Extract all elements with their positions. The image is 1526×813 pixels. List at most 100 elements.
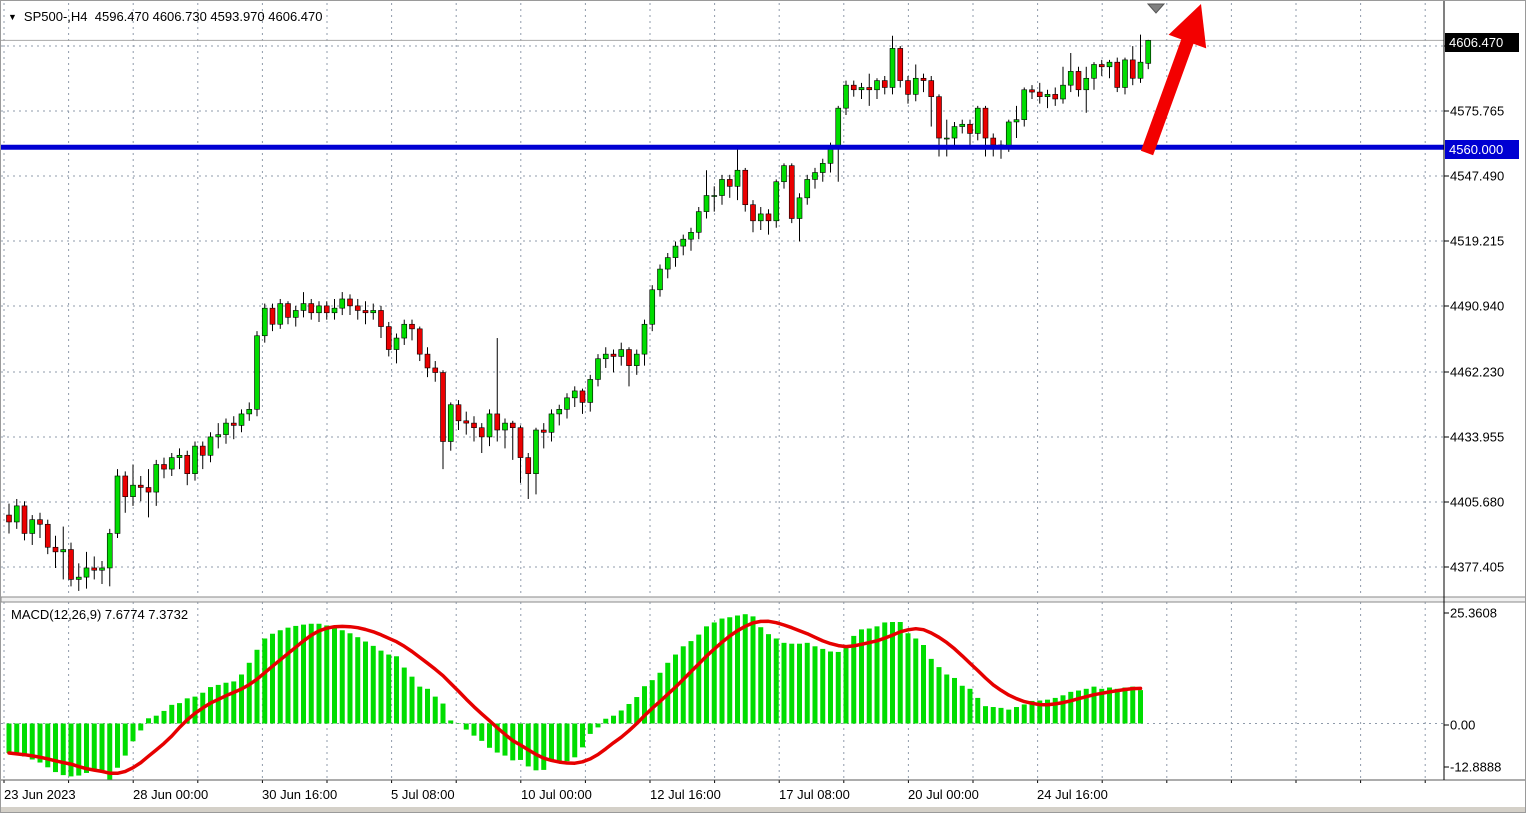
- bear-candle: [509, 422, 516, 429]
- bear-candle: [137, 484, 144, 488]
- chart-shift-marker-icon[interactable]: [1146, 3, 1166, 14]
- bear-candle: [285, 303, 291, 318]
- bear-candle: [982, 107, 989, 139]
- bull-candle: [812, 172, 818, 180]
- macd-histogram-bar: [758, 627, 764, 724]
- bear-candle: [765, 213, 772, 222]
- bear-candle: [145, 487, 152, 493]
- bull-candle: [99, 567, 105, 571]
- bear-candle: [432, 367, 439, 373]
- bear-candle: [378, 310, 384, 327]
- macd-histogram-bar: [820, 648, 826, 724]
- bear-candle: [881, 80, 888, 88]
- macd-histogram-bar: [882, 622, 888, 724]
- bear-candle: [199, 445, 206, 456]
- macd-histogram-bar: [68, 723, 74, 777]
- macd-histogram-bar: [99, 723, 105, 771]
- macd-histogram-bar: [727, 617, 733, 724]
- macd-histogram-bar: [843, 648, 849, 724]
- bear-candle: [850, 84, 857, 91]
- bear-candle: [610, 353, 617, 357]
- bear-candle: [416, 328, 423, 355]
- macd-histogram-bar: [1114, 688, 1120, 724]
- bear-candle: [1129, 59, 1136, 79]
- time-axis-label: 23 Jun 2023: [4, 787, 76, 802]
- chart-title: ▼ SP500-,H4 4596.470 4606.730 4593.970 46…: [8, 9, 322, 24]
- bull-candle: [114, 475, 121, 534]
- panel-separator[interactable]: [1, 596, 1526, 603]
- macd-histogram-bar: [680, 646, 686, 724]
- macd-histogram-bar: [130, 723, 136, 742]
- bull-candle: [719, 179, 725, 196]
- bull-candle: [1005, 121, 1012, 148]
- macd-histogram-bar: [696, 634, 702, 724]
- bull-candle: [254, 335, 260, 410]
- price-axis-label: 4433.955: [1450, 429, 1505, 445]
- macd-histogram-bar: [1014, 707, 1019, 724]
- macd-histogram-bar: [386, 654, 392, 724]
- macd-histogram-bar: [1029, 700, 1035, 724]
- trend-arrow-shaft[interactable]: [1140, 33, 1196, 156]
- macd-histogram-bar: [704, 626, 709, 724]
- macd-histogram-bar: [122, 723, 128, 756]
- bull-candle: [1145, 40, 1152, 64]
- bull-candle: [533, 429, 539, 474]
- macd-histogram-bar: [239, 674, 244, 724]
- macd-histogram-bar: [797, 643, 802, 724]
- macd-histogram-bar: [425, 688, 430, 724]
- bull-candle: [486, 413, 493, 438]
- bull-candle: [207, 436, 214, 456]
- macd-histogram-bar: [859, 629, 864, 724]
- macd-histogram-bar: [1130, 686, 1136, 724]
- macd-histogram-bar: [874, 626, 880, 724]
- bear-candle: [1029, 89, 1035, 93]
- bear-candle: [905, 80, 911, 95]
- macd-histogram-bar: [975, 697, 981, 724]
- bull-candle: [781, 165, 787, 183]
- macd-histogram-bar: [773, 638, 779, 724]
- bear-candle: [308, 303, 315, 314]
- bull-candle: [1060, 84, 1066, 100]
- macd-histogram-bar: [401, 667, 407, 724]
- bear-candle: [440, 372, 446, 442]
- macd-histogram-bar: [812, 646, 818, 724]
- macd-histogram-bar: [1006, 709, 1012, 724]
- bull-candle: [711, 195, 718, 197]
- macd-histogram-bar: [308, 623, 314, 724]
- time-axis-label: 24 Jul 16:00: [1037, 787, 1108, 802]
- macd-axis-label: -12.8888: [1450, 759, 1502, 775]
- bull-candle: [672, 245, 679, 258]
- macd-histogram-bar: [394, 656, 399, 724]
- macd-histogram-bar: [944, 674, 950, 724]
- bear-candle: [517, 427, 524, 458]
- bull-candle: [1083, 77, 1090, 91]
- macd-histogram-bar: [804, 642, 810, 724]
- bear-candle: [471, 422, 477, 429]
- trend-arrow-head[interactable]: [1168, 4, 1207, 49]
- bull-candle: [703, 195, 710, 212]
- bear-candle: [230, 422, 237, 426]
- macd-histogram-bar: [370, 645, 376, 724]
- bear-candle: [928, 80, 935, 97]
- bull-candle: [889, 48, 896, 88]
- macd-histogram-bar: [541, 723, 547, 770]
- macd-histogram-bar: [301, 624, 306, 724]
- macd-histogram-bar: [1021, 704, 1027, 724]
- macd-histogram-bar: [967, 688, 973, 724]
- macd-histogram-bar: [254, 649, 260, 724]
- bull-candle: [331, 307, 338, 314]
- bear-candle: [1114, 61, 1121, 88]
- macd-histogram-bar: [649, 680, 655, 724]
- horizontal-line-4560[interactable]: [1, 144, 1444, 150]
- macd-histogram-bar: [316, 623, 322, 724]
- macd-histogram-bar: [494, 723, 500, 753]
- macd-histogram-bar: [169, 704, 175, 724]
- bull-candle: [819, 163, 826, 173]
- macd-histogram-bar: [1138, 690, 1143, 724]
- bull-candle: [83, 567, 90, 578]
- bear-candle: [478, 427, 485, 438]
- macd-histogram-bar: [339, 630, 345, 724]
- price-axis-label: 4490.940: [1450, 298, 1505, 314]
